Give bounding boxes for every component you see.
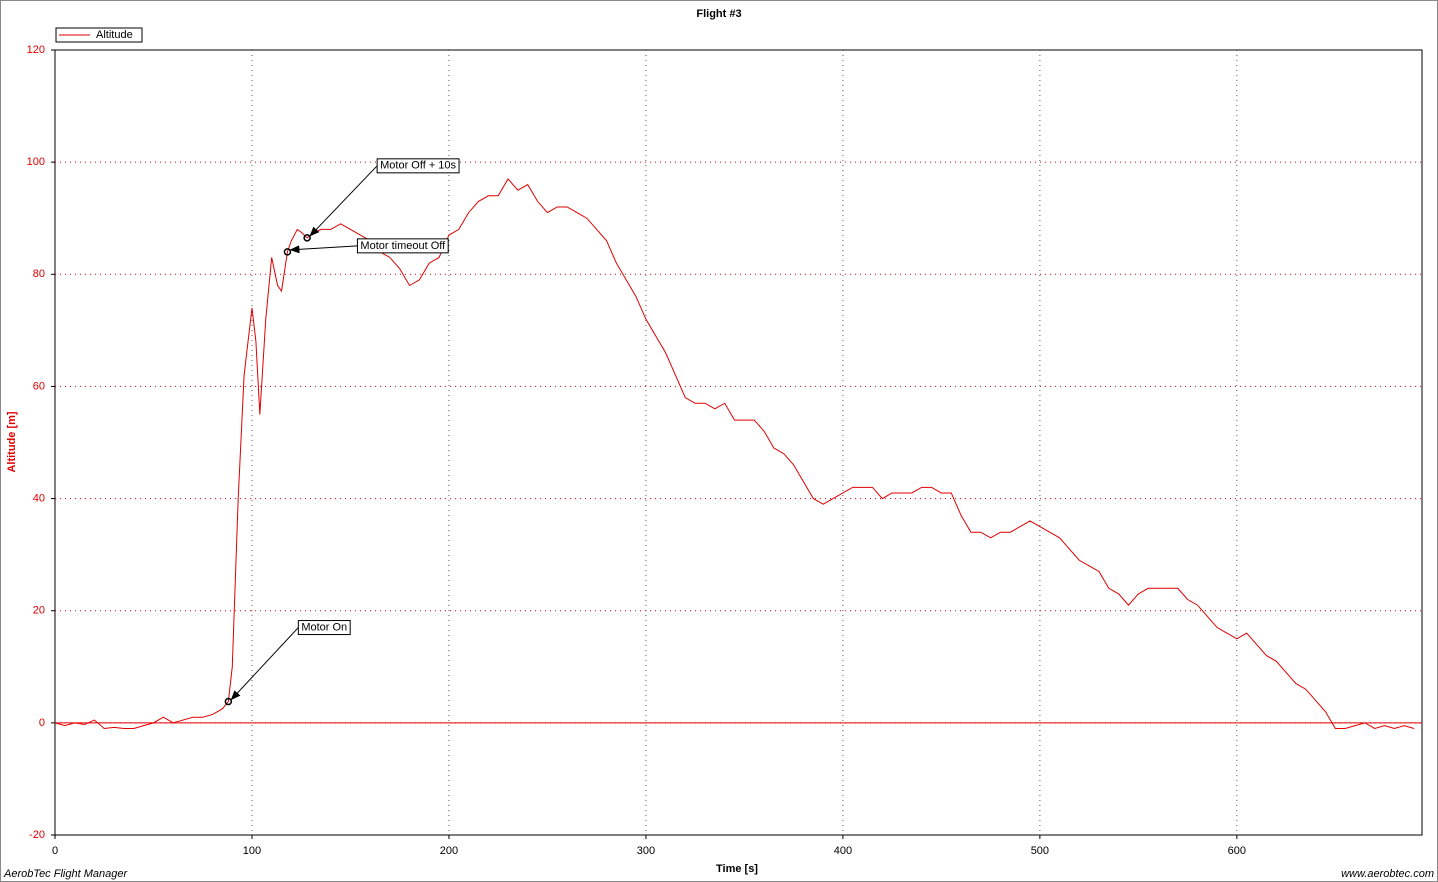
annotation-box (356, 238, 449, 254)
annotation-box (376, 158, 460, 174)
annotation-point (303, 234, 311, 242)
annotation-label: Motor timeout Off (360, 240, 446, 252)
y-tick-label: -20 (29, 829, 45, 841)
x-tick-label: 500 (1031, 845, 1049, 857)
chart-title: Flight #3 (696, 8, 741, 20)
x-tick-label: 400 (834, 845, 852, 857)
y-tick-label: 40 (33, 492, 45, 504)
y-tick-label: 20 (33, 605, 45, 617)
y-tick-label: 120 (27, 44, 45, 56)
annotation-point (224, 697, 233, 706)
x-tick-label: 200 (440, 845, 458, 857)
annotation-arrow (230, 627, 299, 701)
annotation-label: Motor On (301, 621, 347, 633)
x-tick-label: 100 (243, 845, 261, 857)
x-tick-label: 600 (1228, 845, 1246, 857)
legend-label: Altitude (96, 29, 133, 41)
annotation-box (297, 620, 351, 636)
y-tick-label: 60 (33, 380, 45, 392)
footer-right: www.aerobtec.com (1341, 868, 1434, 880)
x-tick-label: 300 (637, 845, 655, 857)
y-tick-label: 80 (33, 268, 45, 280)
data-line (54, 178, 1415, 730)
plot-area (54, 49, 1423, 836)
y-tick-label: 100 (27, 156, 45, 168)
annotation-label: Motor Off + 10s (380, 160, 456, 172)
annotation-arrow (289, 245, 358, 254)
annotation-point (283, 248, 292, 256)
y-tick-label: 0 (39, 717, 45, 729)
annotation-arrow (309, 165, 378, 237)
y-axis-label: Altitude [m] (6, 411, 18, 472)
x-axis-label: Time [s] (716, 863, 758, 875)
x-tick-label: 0 (52, 845, 58, 857)
legend-box (55, 27, 143, 43)
footer-left: AerobTec Flight Manager (3, 868, 128, 880)
